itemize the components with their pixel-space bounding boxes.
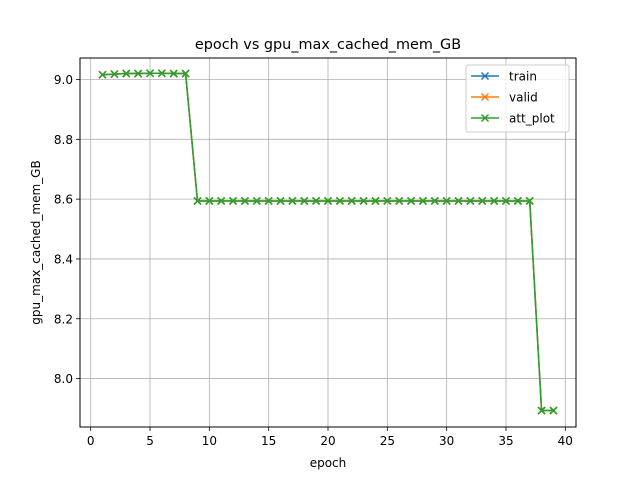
legend-box [465,64,570,133]
x-tick-label: 20 [320,434,335,448]
data-point [181,69,190,78]
series-layer [98,69,558,415]
x-tick-label: 5 [146,434,154,448]
data-point [323,196,333,205]
y-tick-label: 8.6 [54,193,73,207]
legend-marker [480,92,490,102]
legend-marker [480,71,490,81]
data-point [240,196,249,205]
x-axis-label: epoch [310,456,347,470]
data-point [347,196,356,205]
legend-marker [480,113,490,123]
x-tick-label: 30 [439,434,454,448]
axis-ticks: 0 5 10 15 20 25 30 35 40 8.0 8.2 8.4 8.6 8.8 9.0 [54,73,573,448]
series-att_plot [98,69,558,415]
data-point [407,196,416,205]
data-point [288,196,297,205]
x-tick-label: 15 [261,434,276,448]
data-point [501,196,511,205]
y-tick-label: 8.4 [54,252,73,266]
data-point [490,196,499,205]
chart-title: epoch vs gpu_max_cached_mem_GB [195,37,461,53]
data-point [525,196,534,205]
data-point [513,196,522,205]
data-point [312,196,321,205]
data-point [537,406,546,415]
data-point [442,196,451,205]
data-point [229,196,238,205]
y-tick-label: 8.2 [54,312,73,326]
legend-label: train [509,70,537,84]
legend-label: valid [509,91,538,105]
x-tick-label: 25 [380,434,395,448]
data-point [335,196,344,205]
legend-item-att_plot: att_plot [471,112,555,126]
legend-item-valid: valid [471,91,538,105]
data-point [418,196,427,205]
data-point [193,196,202,205]
x-tick-label: 35 [498,434,513,448]
data-point [478,196,487,205]
legend-item-train: train [471,70,537,84]
data-point [276,196,285,205]
data-point [454,196,463,205]
data-point [300,196,309,205]
data-point [371,196,380,205]
y-tick-label: 8.0 [54,372,73,386]
legend: train valid att_plot [465,64,570,133]
x-tick-label: 10 [202,434,217,448]
legend-label: att_plot [509,112,555,126]
data-point [383,196,392,205]
x-tick-label: 40 [558,434,573,448]
data-point [395,196,404,205]
data-point [169,69,178,78]
data-point [359,196,368,205]
y-axis-label: gpu_max_cached_mem_GB [29,160,43,324]
data-point [549,406,558,415]
data-point [430,196,439,205]
data-point [98,70,107,79]
data-point [217,196,226,205]
data-point [157,69,166,78]
data-point [122,69,131,78]
data-point [110,70,119,79]
data-point [134,69,143,78]
data-point [145,69,155,78]
y-tick-label: 8.8 [54,133,73,147]
data-point [205,196,214,205]
data-point [252,196,261,205]
x-tick-label: 0 [87,434,95,448]
data-point [466,196,475,205]
data-point [264,196,273,205]
y-tick-label: 9.0 [54,73,73,87]
